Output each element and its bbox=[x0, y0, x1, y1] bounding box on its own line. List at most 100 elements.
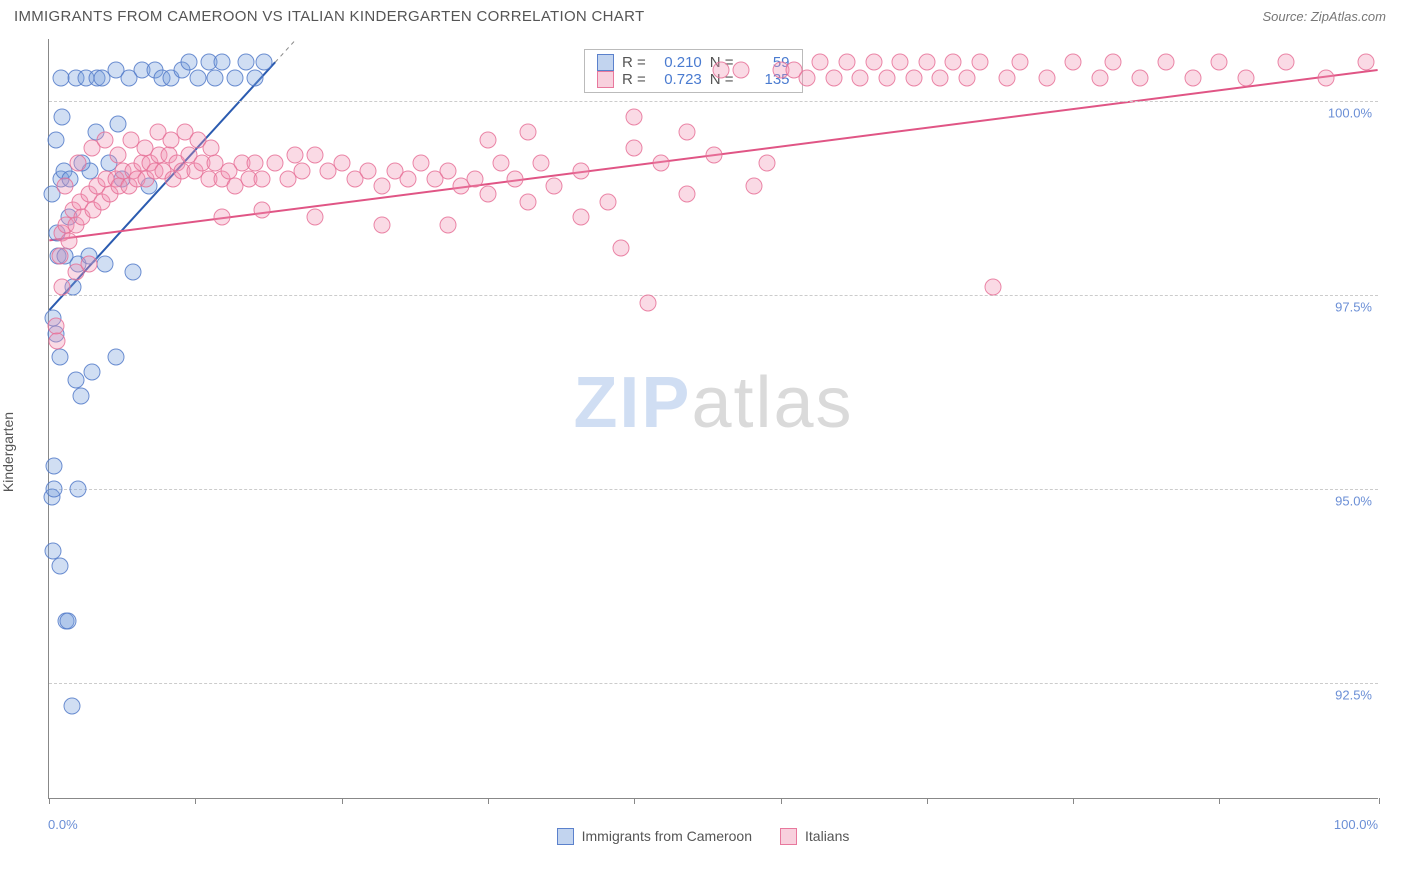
data-point-italians bbox=[639, 294, 656, 311]
data-point-cameroon bbox=[51, 348, 68, 365]
x-axis-label-left: 0.0% bbox=[48, 817, 78, 832]
y-tick-label: 95.0% bbox=[1335, 493, 1372, 508]
x-tick bbox=[488, 798, 489, 804]
data-point-italians bbox=[56, 178, 73, 195]
data-point-cameroon bbox=[107, 348, 124, 365]
legend-swatch-italians bbox=[780, 828, 797, 845]
data-point-italians bbox=[60, 232, 77, 249]
data-point-italians bbox=[307, 209, 324, 226]
legend-swatch-italians bbox=[597, 71, 614, 88]
data-point-italians bbox=[533, 155, 550, 172]
data-point-italians bbox=[1184, 69, 1201, 86]
trendline-extrapolation bbox=[275, 39, 368, 62]
data-point-italians bbox=[985, 279, 1002, 296]
data-point-cameroon bbox=[70, 480, 87, 497]
data-point-cameroon bbox=[96, 255, 113, 272]
data-point-cameroon bbox=[44, 542, 61, 559]
x-tick bbox=[1219, 798, 1220, 804]
x-tick bbox=[781, 798, 782, 804]
x-axis-label-right: 100.0% bbox=[1334, 817, 1378, 832]
data-point-cameroon bbox=[46, 457, 63, 474]
data-point-italians bbox=[759, 155, 776, 172]
data-point-cameroon bbox=[83, 364, 100, 381]
data-point-italians bbox=[679, 186, 696, 203]
data-point-italians bbox=[1238, 69, 1255, 86]
data-point-italians bbox=[51, 248, 68, 265]
data-point-italians bbox=[247, 155, 264, 172]
data-point-italians bbox=[712, 62, 729, 79]
legend-item-italians: Italians bbox=[780, 828, 849, 845]
data-point-cameroon bbox=[237, 54, 254, 71]
source-name: ZipAtlas.com bbox=[1311, 9, 1386, 24]
data-point-cameroon bbox=[51, 558, 68, 575]
stats-row-cameroon: R =0.210N =59 bbox=[597, 54, 790, 71]
data-point-italians bbox=[373, 217, 390, 234]
data-point-italians bbox=[732, 62, 749, 79]
chart-area: Kindergarten ZIPatlas R =0.210N =59R =0.… bbox=[0, 29, 1406, 859]
data-point-italians bbox=[799, 69, 816, 86]
stat-r-value: 0.723 bbox=[654, 71, 702, 88]
data-point-italians bbox=[958, 69, 975, 86]
stats-row-italians: R =0.723N =135 bbox=[597, 71, 790, 88]
data-point-cameroon bbox=[213, 54, 230, 71]
data-point-italians bbox=[1357, 54, 1374, 71]
data-point-italians bbox=[998, 69, 1015, 86]
gridline-h bbox=[49, 101, 1378, 102]
data-point-italians bbox=[1091, 69, 1108, 86]
data-point-italians bbox=[1317, 69, 1334, 86]
data-point-italians bbox=[905, 69, 922, 86]
data-point-italians bbox=[1277, 54, 1294, 71]
data-point-italians bbox=[307, 147, 324, 164]
data-point-cameroon bbox=[247, 69, 264, 86]
data-point-cameroon bbox=[63, 697, 80, 714]
data-point-italians bbox=[440, 162, 457, 179]
data-point-cameroon bbox=[46, 480, 63, 497]
data-point-cameroon bbox=[72, 387, 89, 404]
y-tick-label: 92.5% bbox=[1335, 687, 1372, 702]
data-point-italians bbox=[573, 209, 590, 226]
chart-source: Source: ZipAtlas.com bbox=[1262, 9, 1386, 24]
data-point-italians bbox=[400, 170, 417, 187]
data-point-italians bbox=[213, 209, 230, 226]
data-point-italians bbox=[1105, 54, 1122, 71]
data-point-cameroon bbox=[124, 263, 141, 280]
data-point-italians bbox=[878, 69, 895, 86]
legend-label: Italians bbox=[805, 828, 849, 844]
data-point-italians bbox=[932, 69, 949, 86]
legend-swatch-cameroon bbox=[597, 54, 614, 71]
legend-swatch-cameroon bbox=[557, 828, 574, 845]
source-prefix: Source: bbox=[1262, 9, 1310, 24]
data-point-italians bbox=[413, 155, 430, 172]
x-tick bbox=[49, 798, 50, 804]
chart-title: IMMIGRANTS FROM CAMEROON VS ITALIAN KIND… bbox=[14, 8, 644, 25]
data-point-italians bbox=[373, 178, 390, 195]
legend-item-cameroon: Immigrants from Cameroon bbox=[557, 828, 752, 845]
data-point-italians bbox=[360, 162, 377, 179]
data-point-italians bbox=[1131, 69, 1148, 86]
stat-r-label: R = bbox=[622, 71, 646, 88]
data-point-cameroon bbox=[189, 69, 206, 86]
data-point-italians bbox=[253, 201, 270, 218]
data-point-italians bbox=[706, 147, 723, 164]
data-point-italians bbox=[70, 155, 87, 172]
data-point-italians bbox=[519, 124, 536, 141]
data-point-italians bbox=[612, 240, 629, 257]
watermark-rest: atlas bbox=[691, 363, 853, 443]
data-point-italians bbox=[54, 279, 71, 296]
data-point-italians bbox=[48, 333, 65, 350]
data-point-cameroon bbox=[110, 116, 127, 133]
data-point-italians bbox=[918, 54, 935, 71]
stat-r-label: R = bbox=[622, 54, 646, 71]
data-point-italians bbox=[47, 317, 64, 334]
data-point-cameroon bbox=[67, 372, 84, 389]
data-point-italians bbox=[1011, 54, 1028, 71]
data-point-italians bbox=[945, 54, 962, 71]
data-point-italians bbox=[679, 124, 696, 141]
data-point-italians bbox=[626, 108, 643, 125]
data-point-italians bbox=[479, 186, 496, 203]
data-point-italians bbox=[626, 139, 643, 156]
data-point-italians bbox=[839, 54, 856, 71]
data-point-cameroon bbox=[227, 69, 244, 86]
data-point-italians bbox=[1158, 54, 1175, 71]
data-point-italians bbox=[825, 69, 842, 86]
